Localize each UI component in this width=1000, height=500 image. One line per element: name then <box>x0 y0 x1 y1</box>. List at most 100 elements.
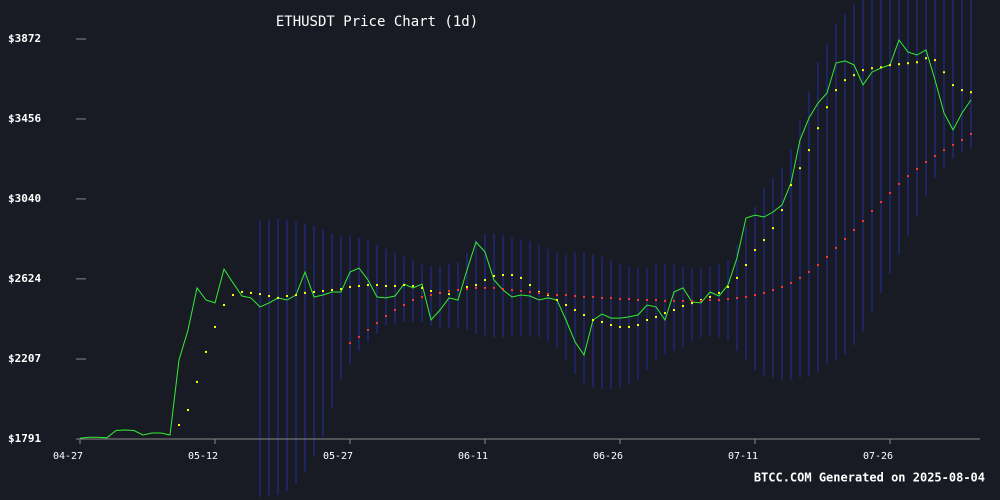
ma-dot <box>493 275 495 278</box>
ma-dot <box>448 293 450 296</box>
ma-dot <box>646 319 648 322</box>
ma-dot <box>907 175 909 178</box>
ma-dot <box>349 285 351 288</box>
ma-dot <box>367 284 369 287</box>
ma-dot <box>970 91 972 94</box>
ma-dot <box>385 314 387 317</box>
ma-dot <box>916 61 918 64</box>
ma-dot <box>763 239 765 242</box>
ma-dot <box>673 299 675 302</box>
y-tick-label: $3872 <box>8 32 41 45</box>
ma-dot <box>529 290 531 293</box>
ma-dot <box>484 286 486 289</box>
ma-dot <box>691 302 693 305</box>
ma-dot <box>907 62 909 65</box>
y-tick-label: $2207 <box>8 352 41 365</box>
footer: BTCC.COM Generated on 2025-08-04 <box>754 471 985 485</box>
x-tick-label: 06-11 <box>458 451 488 462</box>
ma-dot <box>655 299 657 302</box>
ma-dot <box>421 295 423 298</box>
plot-layer <box>79 38 972 439</box>
ma-dot <box>466 288 468 291</box>
ma-dot <box>619 298 621 301</box>
ma-dot <box>709 299 711 302</box>
ma-dot <box>610 296 612 299</box>
ma-dot <box>772 227 774 230</box>
ma-dot <box>529 284 531 287</box>
x-tick-label: 06-26 <box>593 451 623 462</box>
ma-dot <box>556 294 558 297</box>
ma-dot <box>430 289 432 292</box>
ma-dot <box>385 284 387 287</box>
ma-dot <box>826 255 828 258</box>
ma-dot <box>637 299 639 302</box>
ma-dot <box>601 296 603 299</box>
ma-dot <box>835 89 837 92</box>
x-tick-label: 05-12 <box>188 451 218 462</box>
ma-dot <box>475 284 477 287</box>
ma-dot <box>889 64 891 67</box>
ma-dot <box>754 294 756 297</box>
ma-dot <box>718 291 720 294</box>
ma-dot <box>817 264 819 267</box>
ma-dot <box>862 220 864 223</box>
ma-dot <box>925 161 927 164</box>
ma-dot <box>871 210 873 213</box>
ma-dot <box>961 138 963 141</box>
ma-dot <box>808 149 810 152</box>
ma-dot <box>952 84 954 87</box>
ma-dot <box>934 59 936 62</box>
ma-dot <box>637 324 639 327</box>
ma-dot <box>700 299 702 302</box>
ma-dot <box>592 319 594 322</box>
ma-dot <box>889 191 891 194</box>
ma-dot <box>205 350 207 353</box>
ma-dot <box>835 246 837 249</box>
ma-dot <box>223 304 225 307</box>
ma-dot <box>574 294 576 297</box>
ma-dot <box>808 270 810 273</box>
ma-dot <box>736 296 738 299</box>
ma-dot <box>304 291 306 294</box>
ma-dot <box>628 298 630 301</box>
ma-dot <box>880 66 882 69</box>
ma-dot <box>664 312 666 315</box>
ma-dot <box>367 329 369 332</box>
ma-dot <box>502 274 504 277</box>
ma-dot <box>682 299 684 302</box>
ma-dot <box>466 285 468 288</box>
ma-dot <box>970 132 972 135</box>
ma-dot <box>646 299 648 302</box>
ma-dot <box>745 295 747 298</box>
ma-dot <box>259 293 261 296</box>
ma-dot <box>412 299 414 302</box>
ma-dot <box>187 408 189 411</box>
ma-dot <box>934 155 936 158</box>
ma-dot <box>403 304 405 307</box>
ma-dot <box>277 296 279 299</box>
ma-dot <box>709 295 711 298</box>
ma-dot <box>916 167 918 170</box>
ma-dot <box>358 284 360 287</box>
ma-dot <box>295 294 297 297</box>
ma-dot <box>394 309 396 312</box>
ma-dot <box>214 325 216 328</box>
ma-dot <box>574 309 576 312</box>
ma-dot <box>925 57 927 60</box>
ma-dot <box>790 281 792 284</box>
ma-dot <box>844 237 846 240</box>
price-line <box>79 38 972 439</box>
ma-dot <box>340 288 342 291</box>
ma-dot <box>196 380 198 383</box>
ma-dot <box>412 284 414 287</box>
ma-dot <box>790 184 792 187</box>
ma-dot <box>628 325 630 328</box>
ma-dot <box>610 324 612 327</box>
ma-dot <box>556 299 558 302</box>
ma-dot <box>682 304 684 307</box>
ma-dot <box>430 294 432 297</box>
ma-dot <box>241 290 243 293</box>
ma-dot <box>376 284 378 287</box>
ma-dot <box>817 127 819 130</box>
ma-dot <box>781 209 783 212</box>
